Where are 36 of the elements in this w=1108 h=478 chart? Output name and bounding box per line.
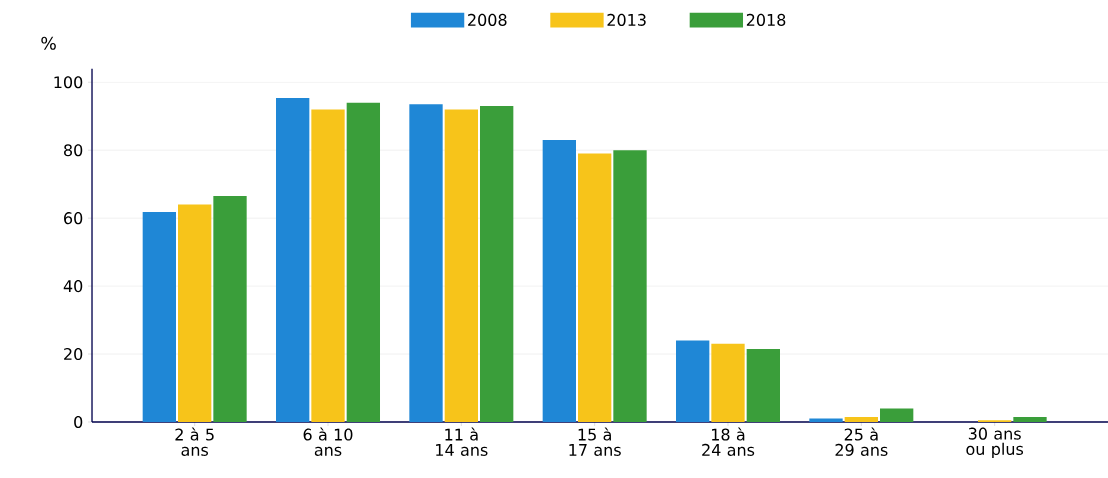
x-tick-label: 2 à 5 ans xyxy=(175,427,214,456)
x-tick-label: 6 à 10 ans xyxy=(303,427,353,456)
legend-label: 2013 xyxy=(607,13,646,26)
bar xyxy=(711,343,745,422)
y-tick-label: 60 xyxy=(64,212,83,225)
bar xyxy=(311,109,345,422)
bar xyxy=(346,102,381,422)
y-tick-label: 80 xyxy=(64,144,83,157)
y-tick-label: 0 xyxy=(74,415,83,429)
legend-label: 2018 xyxy=(746,13,786,26)
x-tick-label: 30 ans ou plus xyxy=(966,427,1024,459)
bar xyxy=(880,408,914,422)
bar xyxy=(809,418,843,422)
x-tick-label: 15 à 17 ans xyxy=(569,427,621,456)
bar xyxy=(844,416,878,422)
bar xyxy=(213,196,247,422)
bar xyxy=(409,104,443,422)
x-tick-label: 11 à 14 ans xyxy=(436,427,488,456)
y-axis-title: % xyxy=(41,36,56,50)
x-tick-label: 25 à 29 ans xyxy=(835,427,888,456)
x-tick-label: 18 à 24 ans xyxy=(702,427,755,456)
y-tick-label: 20 xyxy=(64,347,83,361)
bar xyxy=(542,140,576,422)
bar xyxy=(480,106,514,422)
bar xyxy=(276,97,310,422)
bar xyxy=(746,348,780,422)
bar xyxy=(178,204,212,422)
bar xyxy=(578,153,612,422)
bar xyxy=(1013,416,1047,422)
bar xyxy=(142,212,177,422)
bar xyxy=(444,109,478,422)
y-tick-label: 100 xyxy=(54,76,83,89)
bar xyxy=(613,150,647,422)
y-tick-label: 40 xyxy=(63,280,83,293)
legend-label: 2008 xyxy=(468,13,507,26)
bar xyxy=(676,340,710,422)
